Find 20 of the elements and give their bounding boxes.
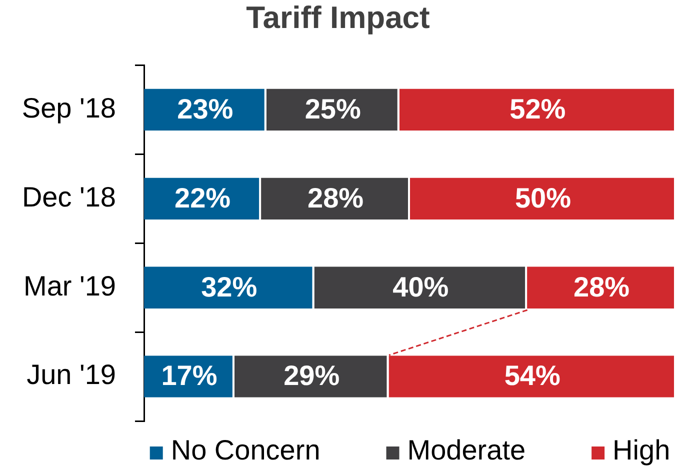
data-label: 23% [177, 93, 234, 124]
data-label: 28% [307, 182, 364, 214]
y-tick-label: Sep '18 [22, 92, 116, 124]
data-label: 28% [573, 271, 630, 302]
data-label: 32% [201, 271, 258, 302]
data-label: 22% [174, 182, 231, 214]
data-label: 40% [392, 271, 449, 302]
legend-label: No Concern [170, 434, 320, 466]
legend-label: High [612, 434, 670, 466]
y-tick-label: Jun '19 [26, 359, 116, 390]
legend-label: Moderate [407, 434, 526, 466]
data-label: 52% [510, 93, 566, 124]
y-tick-label: Dec '18 [22, 181, 116, 212]
chart-title: Tariff Impact [246, 0, 430, 36]
data-label: 29% [284, 360, 340, 392]
data-label: 17% [161, 360, 218, 392]
data-label: 25% [304, 93, 361, 124]
y-tick-label: Mar '19 [24, 270, 116, 302]
data-label: 50% [514, 182, 572, 214]
data-label: 54% [504, 360, 560, 392]
